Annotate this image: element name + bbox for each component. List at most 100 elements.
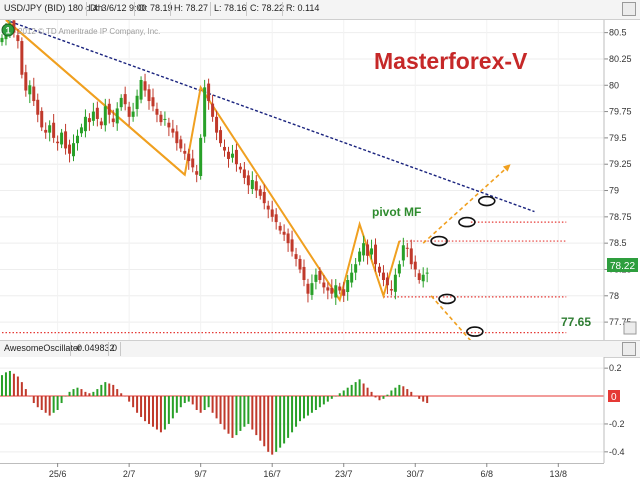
ao-bar xyxy=(40,396,43,410)
candle-body xyxy=(147,89,151,102)
candle-body xyxy=(123,94,127,105)
osc-tick-label: -0.2 xyxy=(609,419,625,429)
ao-bar xyxy=(267,396,270,452)
candle-body xyxy=(298,258,302,270)
ao-bar xyxy=(215,396,218,419)
candle-body xyxy=(417,273,421,280)
time-tick-label: 23/7 xyxy=(335,469,353,479)
ao-bar xyxy=(60,396,63,404)
ao-bar xyxy=(398,384,401,397)
candle-body xyxy=(318,270,322,280)
ao-bar xyxy=(20,382,23,397)
candle-body xyxy=(254,181,258,191)
ao-bar xyxy=(314,396,317,410)
header-divider xyxy=(246,2,247,16)
info-icon-glyph: 1 xyxy=(6,26,11,36)
zero-badge-text: 0 xyxy=(611,392,617,403)
ao-bar xyxy=(426,396,429,404)
time-tick-label: 2/7 xyxy=(123,469,136,479)
ao-bar xyxy=(199,396,202,413)
header-divider xyxy=(70,342,71,356)
ao-bar xyxy=(370,391,373,397)
info-icon[interactable] xyxy=(1,23,15,37)
price-tick-label: 80.5 xyxy=(609,28,627,38)
close-readout: C: 78.22 xyxy=(250,3,285,13)
candle-body xyxy=(143,81,147,91)
ao-bar xyxy=(255,396,258,436)
candle-body xyxy=(262,192,266,204)
ao-bar xyxy=(108,383,111,397)
ao-bar xyxy=(163,396,166,430)
candle-body xyxy=(127,106,131,117)
open-readout: O: 78.19 xyxy=(138,3,173,13)
candle-body xyxy=(370,248,374,255)
candle-body xyxy=(234,149,238,165)
current-price-badge xyxy=(607,258,638,272)
ao-bar xyxy=(322,396,325,405)
oscillator-header: AwesomeOscillator -0.049832 0 xyxy=(0,340,640,358)
candle-body xyxy=(330,288,334,294)
ao-bar xyxy=(295,396,298,427)
candle-body xyxy=(179,139,183,149)
support-resistance-levels xyxy=(1,221,567,334)
oscillator-value: -0.049832 xyxy=(74,343,115,353)
candle-body xyxy=(377,266,381,273)
candle-body xyxy=(12,20,16,33)
symbol-label: USD/JPY (BID) 180 d 4h xyxy=(4,3,103,13)
ao-bar xyxy=(195,396,198,410)
price-tick-label: 78.5 xyxy=(609,238,627,248)
candle-body xyxy=(183,150,187,154)
candle-body xyxy=(425,272,429,274)
candle-body xyxy=(358,251,362,262)
ao-bar xyxy=(92,391,95,397)
ao-bar xyxy=(410,391,413,397)
ao-bar xyxy=(326,396,329,402)
candle-body xyxy=(413,261,417,270)
candle-body xyxy=(250,180,254,190)
candle-body xyxy=(326,287,330,291)
time-tick-label: 25/6 xyxy=(49,469,67,479)
projection-arrow-head xyxy=(502,164,511,172)
header-divider xyxy=(134,2,135,16)
candle-body xyxy=(334,285,338,298)
ao-bar xyxy=(155,396,158,430)
pane-close-button[interactable] xyxy=(623,321,637,335)
ao-bar xyxy=(291,396,294,433)
ao-bar xyxy=(191,396,194,405)
ao-bar xyxy=(374,396,377,398)
price-tick-label: 79.25 xyxy=(609,159,632,169)
trendlines xyxy=(5,20,535,303)
projection-marker xyxy=(458,216,476,228)
ao-bar xyxy=(4,372,7,397)
price-tick-label: 79.5 xyxy=(609,133,627,143)
chart-header: USD/JPY (BID) 180 d 4h D: 3/6/12 9:00 O:… xyxy=(0,0,640,20)
candle-body xyxy=(203,87,207,137)
ao-bar xyxy=(235,396,238,436)
candle-body xyxy=(366,244,370,256)
chart-options-button[interactable] xyxy=(622,2,636,16)
candle-body xyxy=(44,129,48,133)
ao-bar xyxy=(299,396,302,422)
ao-bar xyxy=(306,396,309,416)
ao-bar xyxy=(418,396,421,399)
projection-arrow-line xyxy=(430,295,472,340)
oscillator-options-button[interactable] xyxy=(622,342,636,356)
candle-body xyxy=(60,132,64,145)
time-tick-label: 9/7 xyxy=(194,469,207,479)
ao-bar xyxy=(84,391,87,397)
pivot-label: pivot MF xyxy=(372,205,421,219)
candle-body xyxy=(159,114,163,123)
brand-title: Masterforex-V xyxy=(374,48,528,74)
ao-bar xyxy=(330,396,333,399)
ao-bar xyxy=(116,389,119,397)
header-divider xyxy=(210,2,211,16)
ao-bar xyxy=(251,396,254,430)
price-chart: 80.5 80.25 80 79.75 79.5 79.25 79 78.75 78.5 78.2… xyxy=(0,20,638,340)
ao-bar xyxy=(120,393,123,397)
ao-bar xyxy=(56,396,59,410)
oscillator-chart: 0.2 -0.2 -0.4 0 xyxy=(0,357,625,463)
projection-marker xyxy=(477,195,496,207)
ao-bar xyxy=(302,396,305,419)
ao-bar xyxy=(207,396,210,408)
candle-body xyxy=(36,99,40,115)
